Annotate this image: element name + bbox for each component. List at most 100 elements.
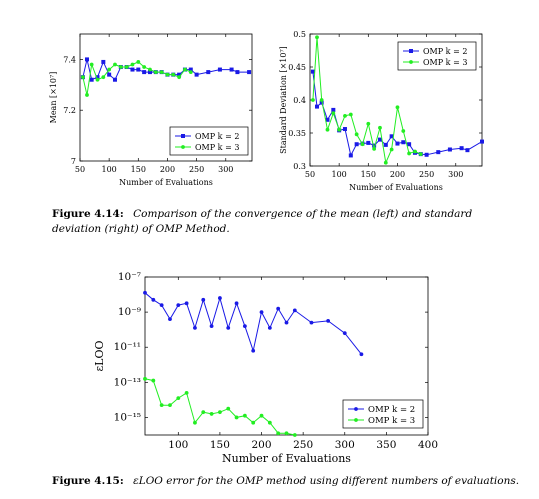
std-data-point — [315, 35, 319, 40]
mean-data-point — [136, 67, 141, 72]
mean-xlabel: Number of Evaluations — [119, 178, 213, 187]
mean-xtick-label: 50 — [75, 165, 85, 174]
mean-legend-marker — [181, 145, 185, 149]
std-xtick-label: 150 — [361, 170, 376, 179]
std-legend-marker — [409, 49, 413, 53]
mean-xtick-label: 100 — [102, 165, 117, 174]
std-ytick-label: 0.4 — [293, 96, 306, 105]
mean-data-point — [147, 70, 152, 75]
mean-data-point — [118, 65, 123, 69]
mean-data-point — [130, 67, 135, 72]
mean-data-point — [217, 67, 222, 72]
std-data-point — [311, 98, 315, 102]
mean-ytick-label: 7.2 — [63, 106, 76, 115]
loo-data-point — [292, 308, 297, 313]
std-data-point — [319, 100, 324, 105]
std-data-point — [436, 150, 441, 155]
loo-data-point — [259, 310, 264, 315]
std-data-point — [407, 142, 412, 147]
std-data-point — [378, 125, 382, 130]
loo-data-point — [218, 410, 222, 415]
mean-data-point — [84, 57, 89, 62]
loo-xtick-label: 300 — [335, 439, 355, 451]
std-ytick-label: 0.3 — [293, 162, 306, 171]
std-data-point — [348, 112, 353, 117]
loo-xtick-label: 250 — [293, 439, 313, 451]
loo-data-point — [292, 433, 297, 437]
loo-data-point — [326, 318, 331, 323]
figure-4-14-label: Figure 4.14: — [52, 208, 124, 220]
std-data-point — [389, 147, 394, 152]
std-data-point — [383, 160, 388, 165]
std-data-point — [360, 142, 365, 147]
loo-legend-marker — [354, 407, 358, 411]
loo-data-point — [251, 348, 256, 353]
std-ytick-label: 0.5 — [293, 30, 306, 39]
std-data-point — [395, 141, 400, 146]
loo-data-point — [151, 378, 156, 383]
loo-legend-marker — [354, 418, 358, 422]
loo-xtick-label: 200 — [252, 439, 272, 451]
loo-data-point — [143, 290, 147, 295]
mean-data-point — [89, 62, 94, 67]
figure-4-15-text: εLOO error for the OMP method using diff… — [133, 475, 520, 487]
figure-4-15-caption: Figure 4.15: εLOO error for the OMP meth… — [52, 474, 522, 489]
mean-data-point — [136, 60, 141, 64]
mean-data-point — [235, 70, 240, 75]
mean-data-point — [206, 70, 211, 75]
loo-ytick-label: 10⁻⁹ — [118, 306, 141, 318]
loo-ytick-label: 10⁻⁷ — [118, 271, 141, 283]
loo-data-point — [201, 410, 206, 415]
loo-series-line — [145, 292, 362, 355]
loo-ytick-label: 10⁻¹¹ — [114, 341, 141, 353]
mean-data-point — [247, 70, 252, 75]
std-data-point — [314, 104, 319, 109]
loo-xlabel: Number of Evaluations — [222, 452, 351, 465]
loo-data-point — [259, 413, 264, 418]
mean-data-point — [142, 65, 147, 69]
mean-data-point — [229, 67, 234, 72]
loo-data-point — [143, 376, 147, 381]
mean-xtick-label: 300 — [218, 165, 233, 174]
mean-data-point — [148, 67, 152, 72]
loo-xtick-label: 350 — [376, 439, 396, 451]
loo-data-point — [226, 326, 231, 330]
loo-data-point — [168, 317, 172, 322]
std-ylabel: Standard Deviation [×10⁷] — [279, 46, 288, 154]
loo-data-point — [284, 431, 289, 436]
std-data-point — [325, 127, 330, 132]
loo-xtick-label: 100 — [168, 439, 188, 451]
loo-xtick-label: 150 — [210, 439, 230, 451]
std-data-point — [310, 69, 315, 74]
loo-data-point — [276, 306, 281, 311]
loo-data-point — [276, 431, 281, 436]
std-data-point — [366, 121, 371, 126]
std-data-point — [366, 140, 371, 145]
std-data-point — [343, 113, 347, 118]
loo-data-point — [267, 326, 272, 330]
mean-data-point — [112, 77, 117, 82]
mean-data-point — [95, 77, 100, 82]
loo-data-point — [342, 331, 347, 336]
std-data-point — [319, 98, 324, 102]
std-legend-label: OMP k = 3 — [423, 58, 467, 67]
mean-data-point — [194, 72, 199, 77]
std-data-point — [342, 127, 347, 132]
std-data-point — [395, 105, 400, 110]
std-data-point — [354, 142, 359, 147]
std-data-point — [372, 146, 377, 151]
loo-chart — [143, 276, 429, 437]
loo-data-point — [309, 320, 314, 325]
figure-4-15-label: Figure 4.15: — [52, 475, 124, 487]
loo-data-point — [159, 303, 164, 307]
loo-data-point — [159, 403, 164, 408]
loo-data-point — [193, 326, 197, 330]
mean-data-point — [142, 70, 147, 75]
mean-xtick-label: 150 — [131, 165, 146, 174]
mean-chart — [79, 33, 253, 162]
std-data-point — [331, 111, 336, 116]
mean-axes-frame — [79, 33, 253, 162]
mean-legend-label: OMP k = 2 — [195, 132, 239, 141]
mean-data-point — [101, 75, 106, 80]
